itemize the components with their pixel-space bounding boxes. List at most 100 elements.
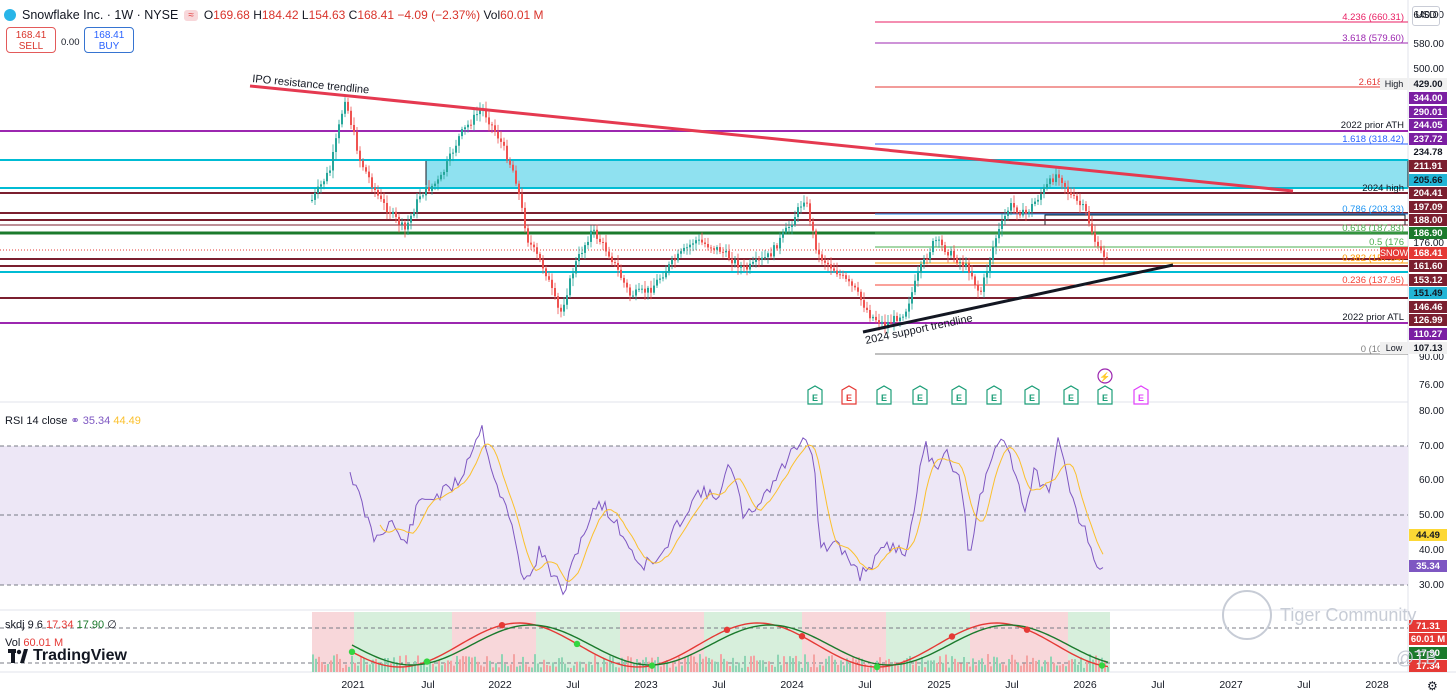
candle: [875, 316, 877, 321]
candle: [968, 263, 970, 273]
earnings-marker-shape[interactable]: [1133, 385, 1149, 405]
price-tag[interactable]: 44.49: [1409, 529, 1447, 541]
candle: [644, 288, 646, 293]
dividend-lightning-icon[interactable]: [1097, 368, 1113, 384]
candle: [959, 262, 961, 264]
earnings-marker-shape[interactable]: [876, 385, 892, 405]
market-status-icon[interactable]: ≈: [184, 9, 198, 21]
price-tag-box: [1409, 301, 1447, 313]
price-tag[interactable]: High 429.00: [1380, 78, 1447, 90]
candle: [1001, 220, 1003, 230]
volume-bar: [534, 654, 536, 672]
price-tag[interactable]: 188.00: [1409, 214, 1447, 226]
candle: [515, 170, 517, 184]
earnings-marker-shape[interactable]: [807, 385, 823, 405]
price-tag[interactable]: 17.34: [1409, 660, 1447, 672]
earnings-marker-shape[interactable]: [1024, 385, 1040, 405]
candle: [812, 221, 814, 231]
price-axis-label: 76.00: [1419, 380, 1444, 391]
price-tag[interactable]: 237.72: [1409, 133, 1447, 145]
price-tag[interactable]: 110.27: [1409, 328, 1447, 340]
earnings-marker-shape[interactable]: [951, 385, 967, 405]
sell-button[interactable]: 168.41 SELL: [6, 27, 56, 53]
symbol-title[interactable]: Snowflake Inc. · 1W · NYSE: [22, 8, 179, 22]
volume-bar: [1041, 666, 1043, 672]
volume-bar: [873, 667, 875, 672]
price-tag[interactable]: 146.46: [1409, 301, 1447, 313]
price-tag-value: 205.66: [1413, 175, 1442, 186]
price-tag[interactable]: 197.09: [1409, 201, 1447, 213]
buy-button[interactable]: 168.41 BUY: [84, 27, 134, 53]
earnings-marker[interactable]: E: [876, 385, 892, 405]
volume-bar: [390, 663, 392, 672]
candle: [410, 215, 412, 223]
volume-bar: [357, 665, 359, 672]
volume-bar: [429, 660, 431, 672]
volume-bar: [540, 667, 542, 672]
price-tag[interactable]: 60.01 M: [1409, 633, 1447, 645]
skdj-band: [368, 612, 382, 672]
price-tag[interactable]: 17.90: [1409, 647, 1447, 659]
candle: [365, 167, 367, 172]
price-tag[interactable]: 234.78: [1409, 146, 1447, 158]
price-tag[interactable]: Low 107.13: [1380, 342, 1447, 354]
earnings-marker-shape[interactable]: [1097, 385, 1113, 405]
volume-bar: [561, 657, 563, 672]
volume-bar: [564, 663, 566, 672]
price-tag[interactable]: 344.00: [1409, 92, 1447, 104]
earnings-marker[interactable]: E: [1063, 385, 1079, 405]
volume-bar: [612, 656, 614, 672]
candle: [809, 203, 811, 222]
skdj-signal-dot: [423, 658, 431, 665]
candle: [1055, 174, 1057, 183]
price-tag[interactable]: 244.05: [1409, 119, 1447, 131]
currency-selector[interactable]: USD: [1412, 6, 1440, 26]
price-tag-value: 188.00: [1413, 215, 1442, 226]
price-tag[interactable]: 71.31: [1409, 620, 1447, 632]
price-tag[interactable]: SNOW 168.41: [1380, 247, 1447, 259]
earnings-marker-shape[interactable]: [986, 385, 1002, 405]
price-tag[interactable]: 161.60: [1409, 260, 1447, 272]
price-tag[interactable]: 151.49: [1409, 287, 1447, 299]
skdj-legend[interactable]: skdj 9 6 17.34 17.90 ∅: [5, 619, 117, 631]
candle: [929, 252, 931, 260]
price-tag[interactable]: 186.90: [1409, 227, 1447, 239]
vol-legend[interactable]: Vol 60.01 M: [5, 637, 64, 649]
price-tag-box: [1409, 146, 1447, 158]
candle: [755, 259, 757, 262]
price-tag[interactable]: 204.41: [1409, 187, 1447, 199]
volume-bar: [588, 661, 590, 672]
price-tag[interactable]: 153.12: [1409, 274, 1447, 286]
earnings-marker-shape[interactable]: [1063, 385, 1079, 405]
price-tag[interactable]: 211.91: [1409, 160, 1447, 172]
price-tag[interactable]: 126.99: [1409, 314, 1447, 326]
price-tag-value: 17.90: [1416, 648, 1440, 659]
settings-gear-icon[interactable]: ⚙: [1427, 679, 1438, 693]
price-tag[interactable]: 205.66: [1409, 174, 1447, 186]
candle: [926, 258, 928, 260]
price-tag[interactable]: 290.01: [1409, 106, 1447, 118]
price-tag[interactable]: 35.34: [1409, 560, 1447, 572]
volume-bar: [471, 657, 473, 672]
earnings-marker-shape[interactable]: [912, 385, 928, 405]
earnings-marker[interactable]: E: [1097, 385, 1113, 405]
earnings-marker[interactable]: E: [807, 385, 823, 405]
earnings-marker[interactable]: E: [986, 385, 1002, 405]
earnings-marker-shape[interactable]: [841, 385, 857, 405]
rsi-legend[interactable]: RSI 14 close ⚭ 35.34 44.49: [5, 415, 141, 427]
skdj-band: [410, 612, 424, 672]
earnings-marker[interactable]: E: [1024, 385, 1040, 405]
earnings-marker[interactable]: E: [951, 385, 967, 405]
candle: [635, 289, 637, 296]
volume-bar: [750, 656, 752, 672]
earnings-marker[interactable]: E: [1133, 385, 1149, 405]
volume-bar: [1077, 664, 1079, 672]
candle: [908, 303, 910, 312]
candle: [737, 259, 739, 268]
volume-bar: [942, 662, 944, 672]
earnings-marker[interactable]: E: [912, 385, 928, 405]
earnings-marker[interactable]: E: [841, 385, 857, 405]
price-tag-box: [1409, 660, 1447, 672]
volume-bar: [528, 666, 530, 672]
